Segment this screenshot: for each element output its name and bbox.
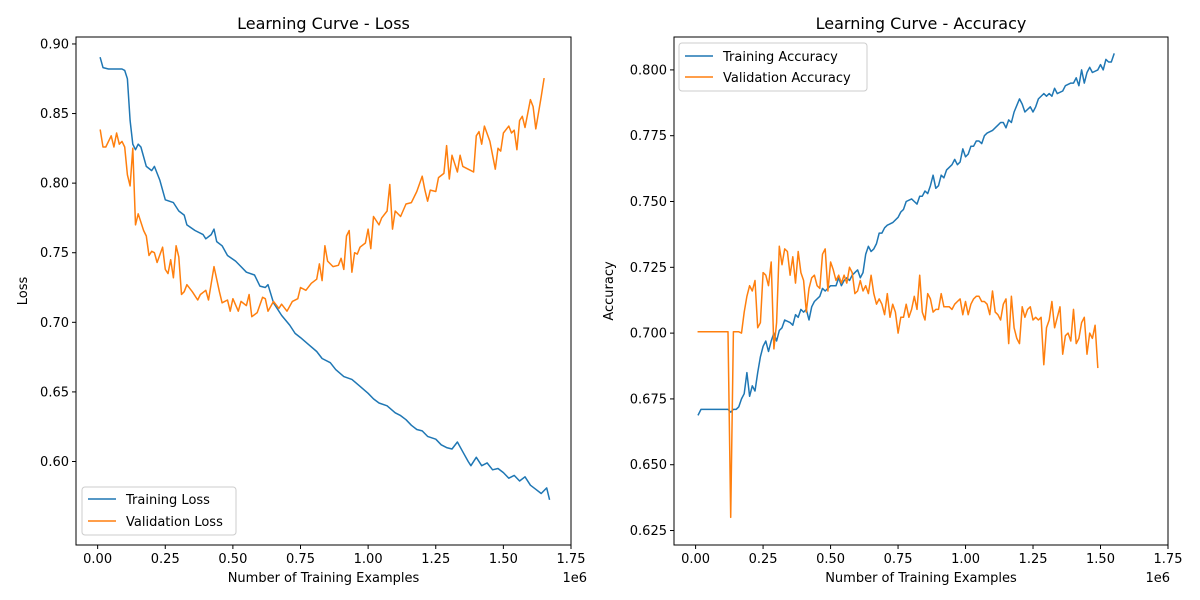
accuracy-chart-plot-frame (673, 36, 1169, 546)
accuracy-chart-y-tick-label: 0.700 (630, 327, 667, 342)
loss-chart-x-tick-label: 1.25 (421, 552, 450, 567)
accuracy-chart-x-tick-label: 1.75 (1154, 552, 1183, 567)
loss-chart: Learning Curve - Loss Number of Training… (16, 14, 587, 586)
accuracy-chart-title: Learning Curve - Accuracy (816, 14, 1027, 33)
loss-chart-y-tick-label: 0.80 (40, 177, 69, 192)
accuracy-chart-x-tick-label: 1.25 (1019, 552, 1048, 567)
loss-chart-validation-loss-line (99, 77, 545, 318)
accuracy-chart-validation-accuracy-line (697, 245, 1099, 519)
accuracy-chart-y-tick-label: 0.675 (630, 392, 667, 407)
loss-chart-y-tick-label: 0.75 (40, 246, 69, 261)
accuracy-chart-x-offset-label: 1e6 (1145, 571, 1170, 586)
loss-chart-x-tick-label: 1.50 (489, 552, 518, 567)
accuracy-chart-training-accuracy-line (697, 53, 1115, 416)
accuracy-chart-legend: Training Accuracy Validation Accuracy (678, 42, 868, 92)
loss-chart-x-tick-label: 0.00 (83, 552, 112, 567)
accuracy-chart-x-tick-label: 0.50 (816, 552, 845, 567)
accuracy-chart-x-tick-label: 0.25 (749, 552, 778, 567)
loss-chart-y-tick-label: 0.85 (40, 107, 69, 122)
loss-chart-x-offset-label: 1e6 (562, 571, 587, 586)
loss-chart-y-tick-label: 0.70 (40, 316, 69, 331)
accuracy-chart-legend-label-validation: Validation Accuracy (723, 71, 851, 86)
loss-chart-title: Learning Curve - Loss (237, 14, 410, 33)
accuracy-chart-x-tick-label: 0.00 (681, 552, 710, 567)
loss-chart-x-axis-label: Number of Training Examples (228, 571, 420, 586)
accuracy-chart-x-tick-label: 0.75 (884, 552, 913, 567)
accuracy-chart-x-tick-label: 1.00 (951, 552, 980, 567)
loss-chart-x-tick-label: 0.50 (218, 552, 247, 567)
loss-chart-plot-frame (75, 36, 572, 546)
loss-chart-y-tick-label: 0.65 (40, 385, 69, 400)
loss-chart-legend: Training Loss Validation Loss (81, 486, 237, 536)
accuracy-chart-y-tick-label: 0.800 (630, 63, 667, 78)
accuracy-chart-y-tick-label: 0.625 (630, 524, 667, 539)
accuracy-chart-y-tick-label: 0.650 (630, 458, 667, 473)
loss-chart-y-axis-label: Loss (16, 277, 31, 306)
loss-chart-y-tick-label: 0.90 (40, 37, 69, 52)
loss-chart-x-tick-label: 0.75 (286, 552, 315, 567)
loss-chart-legend-label-validation: Validation Loss (126, 515, 223, 530)
accuracy-chart-legend-box (678, 42, 868, 92)
accuracy-chart-y-tick-label: 0.725 (630, 261, 667, 276)
loss-chart-training-loss-line (99, 56, 551, 501)
accuracy-chart-y-axis-label: Accuracy (602, 261, 617, 321)
loss-chart-x-tick-label: 0.25 (151, 552, 180, 567)
accuracy-chart-y-tick-label: 0.750 (630, 195, 667, 210)
accuracy-chart-y-tick-label: 0.775 (630, 129, 667, 144)
accuracy-chart-x-tick-label: 1.50 (1086, 552, 1115, 567)
accuracy-chart-legend-label-training: Training Accuracy (722, 50, 838, 65)
loss-chart-legend-box (81, 486, 237, 536)
accuracy-chart-x-axis-label: Number of Training Examples (825, 571, 1017, 586)
loss-chart-x-tick-label: 1.00 (354, 552, 383, 567)
loss-chart-x-tick-label: 1.75 (557, 552, 586, 567)
accuracy-chart: Learning Curve - Accuracy Number of Trai… (602, 14, 1182, 586)
loss-chart-legend-label-training: Training Loss (125, 493, 210, 508)
loss-chart-y-tick-label: 0.60 (40, 455, 69, 470)
